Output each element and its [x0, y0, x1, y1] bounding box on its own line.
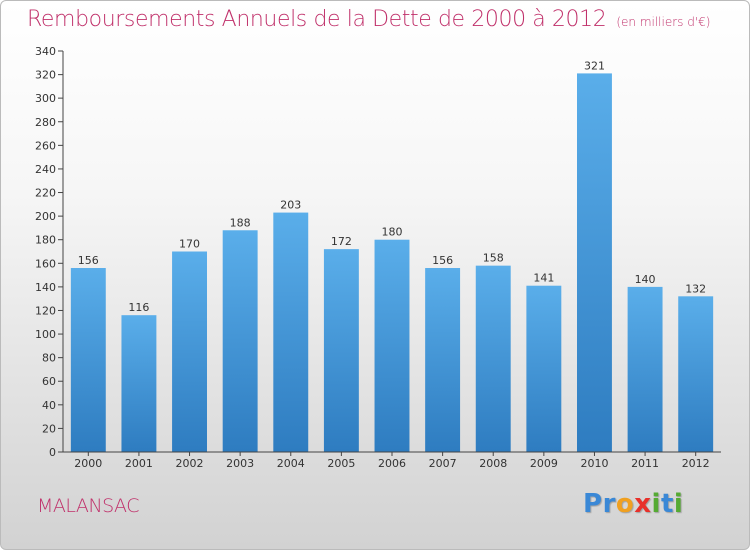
- y-tick-label: 60: [42, 375, 56, 388]
- bar-2010: [576, 73, 612, 453]
- y-tick-label: 260: [35, 139, 56, 152]
- bar-2007: [425, 268, 461, 452]
- x-tick-label-2002: 2002: [176, 457, 204, 470]
- chart-title: Remboursements Annuels de la Dette de 20…: [27, 7, 710, 32]
- y-tick-label: 160: [35, 257, 56, 270]
- bar-2000: [70, 268, 106, 452]
- data-label-2005: 172: [331, 235, 352, 248]
- chart-subtitle: (en milliers d'€): [616, 15, 711, 29]
- x-tick-label-2000: 2000: [74, 457, 102, 470]
- x-tick-label-2006: 2006: [378, 457, 406, 470]
- data-label-2007: 156: [432, 254, 453, 267]
- y-tick-label: 140: [35, 281, 56, 294]
- bar-2003: [222, 230, 258, 452]
- data-label-2001: 116: [128, 301, 149, 314]
- data-label-2012: 132: [685, 282, 706, 295]
- y-tick-label: 340: [35, 45, 56, 58]
- chart-title-text: Remboursements Annuels de la Dette de 20…: [27, 7, 607, 32]
- y-axis: 0 20 40 60 80 100 120 140 160 180 200 220 240 260 280 3…: [35, 45, 64, 459]
- y-tick-label: 180: [35, 234, 56, 247]
- data-label-2002: 170: [179, 238, 200, 251]
- logo-letter: t: [660, 489, 674, 519]
- bar-2006: [374, 239, 410, 452]
- data-label-2010: 321: [584, 59, 605, 72]
- y-tick-label: 200: [35, 210, 56, 223]
- x-tick-label-2001: 2001: [125, 457, 153, 470]
- y-tick-label: 300: [35, 92, 56, 105]
- logo-letter: i: [673, 489, 684, 519]
- data-label-2004: 203: [280, 199, 301, 212]
- proxiti-logo: Proxiti: [583, 489, 683, 519]
- logo-letter: r: [602, 489, 616, 519]
- y-tick-label: 20: [42, 422, 56, 435]
- bar-2011: [627, 286, 663, 452]
- logo-letter: o: [615, 489, 635, 519]
- x-tick-label-2005: 2005: [327, 457, 355, 470]
- x-tick-label-2009: 2009: [530, 457, 558, 470]
- x-tick-label-2012: 2012: [682, 457, 710, 470]
- y-tick-label: 80: [42, 352, 56, 365]
- x-tick-label-2004: 2004: [277, 457, 305, 470]
- x-tick-label-2011: 2011: [631, 457, 659, 470]
- x-tick-label-2007: 2007: [429, 457, 457, 470]
- bar-2004: [273, 212, 309, 452]
- x-tick-label-2008: 2008: [479, 457, 507, 470]
- logo-letter: i: [651, 489, 661, 519]
- x-tick-label-2003: 2003: [226, 457, 254, 470]
- logo-letter: x: [634, 489, 652, 519]
- y-tick-label: 280: [35, 116, 56, 129]
- y-tick-label: 120: [35, 304, 56, 317]
- bar-2005: [323, 249, 359, 452]
- bar-2008: [475, 265, 511, 452]
- y-tick-label: 240: [35, 163, 56, 176]
- x-axis: 2000 2001 2002 2003 2004 2005 2006 2007 2008 2009…: [63, 451, 721, 470]
- data-label-2009: 141: [533, 272, 554, 285]
- bar-2002: [172, 251, 208, 452]
- bar-2012: [678, 296, 714, 452]
- bar-2009: [526, 285, 562, 452]
- data-label-2011: 140: [635, 273, 656, 286]
- bars: 156 116 170 188 203 172 180 156 158 141 321 140 132: [70, 59, 714, 453]
- y-tick-label: 40: [42, 399, 56, 412]
- data-label-2006: 180: [382, 226, 403, 239]
- logo-letter: P: [583, 489, 603, 519]
- data-label-2003: 188: [230, 216, 251, 229]
- x-tick-label-2010: 2010: [580, 457, 608, 470]
- data-label-2000: 156: [78, 254, 99, 267]
- y-tick-label: 220: [35, 187, 56, 200]
- place-name: MALANSAC: [37, 495, 139, 517]
- y-tick-label: 0: [49, 446, 56, 459]
- y-tick-label: 320: [35, 69, 56, 82]
- bar-2001: [121, 315, 157, 452]
- data-label-2008: 158: [483, 252, 504, 265]
- y-tick-label: 100: [35, 328, 56, 341]
